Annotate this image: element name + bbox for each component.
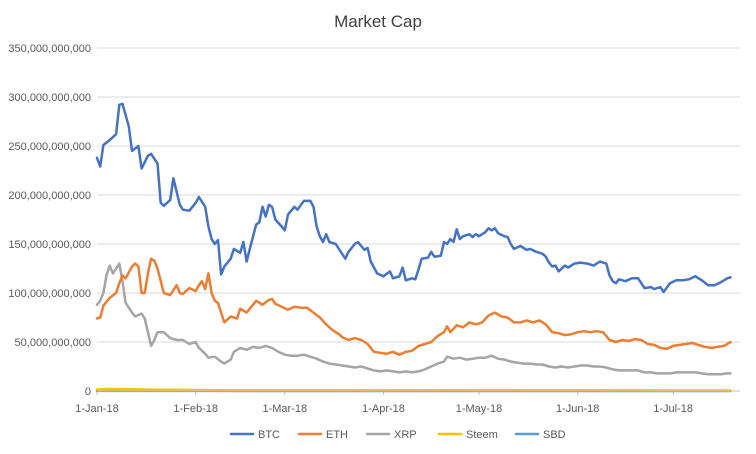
y-tick-label: 50,000,000,000	[15, 337, 91, 349]
y-tick-label: 300,000,000,000	[8, 92, 91, 104]
legend: BTC ETH XRP Steem SBD	[229, 429, 566, 441]
series-line-xrp	[95, 262, 732, 376]
series-line-steem	[95, 387, 732, 392]
series-lines	[95, 102, 732, 393]
legend-label: ETH	[326, 429, 348, 441]
legend-label: Steem	[466, 429, 498, 441]
x-tick-label: 1-Apr-18	[362, 403, 405, 415]
y-tick-label: 350,000,000,000	[8, 43, 91, 55]
x-tick-label: 1-May-18	[456, 403, 502, 415]
y-axis-tick-labels: 0 50,000,000,000 100,000,000,000 150,000,00…	[8, 43, 91, 398]
y-tick-label: 250,000,000,000	[8, 141, 91, 153]
legend-item-eth: ETH	[297, 429, 348, 441]
chart-title: Market Cap	[334, 12, 422, 31]
legend-label: BTC	[258, 429, 280, 441]
legend-label: SBD	[543, 429, 566, 441]
x-tick-label: 1-Jun-18	[556, 403, 599, 415]
x-tick-label: 1-Jul-18	[653, 403, 693, 415]
legend-item-xrp: XRP	[365, 429, 417, 441]
y-tick-label: 200,000,000,000	[8, 190, 91, 202]
y-tick-label: 100,000,000,000	[8, 288, 91, 300]
x-tick-label: 1-Mar-18	[262, 403, 307, 415]
y-tick-label: 0	[85, 386, 91, 398]
y-tick-label: 150,000,000,000	[8, 239, 91, 251]
series-line-btc	[95, 102, 732, 294]
legend-label: XRP	[394, 429, 417, 441]
legend-item-sbd: SBD	[514, 429, 566, 441]
x-axis-tick-labels: 1-Jan-18 1-Feb-18 1-Mar-18 1-Apr-18 1-May-18…	[75, 391, 693, 415]
legend-item-steem: Steem	[437, 429, 498, 441]
x-tick-label: 1-Feb-18	[173, 403, 218, 415]
gridlines	[97, 47, 740, 343]
legend-item-btc: BTC	[229, 429, 280, 441]
series-line-eth	[95, 257, 732, 356]
x-tick-label: 1-Jan-18	[75, 403, 118, 415]
